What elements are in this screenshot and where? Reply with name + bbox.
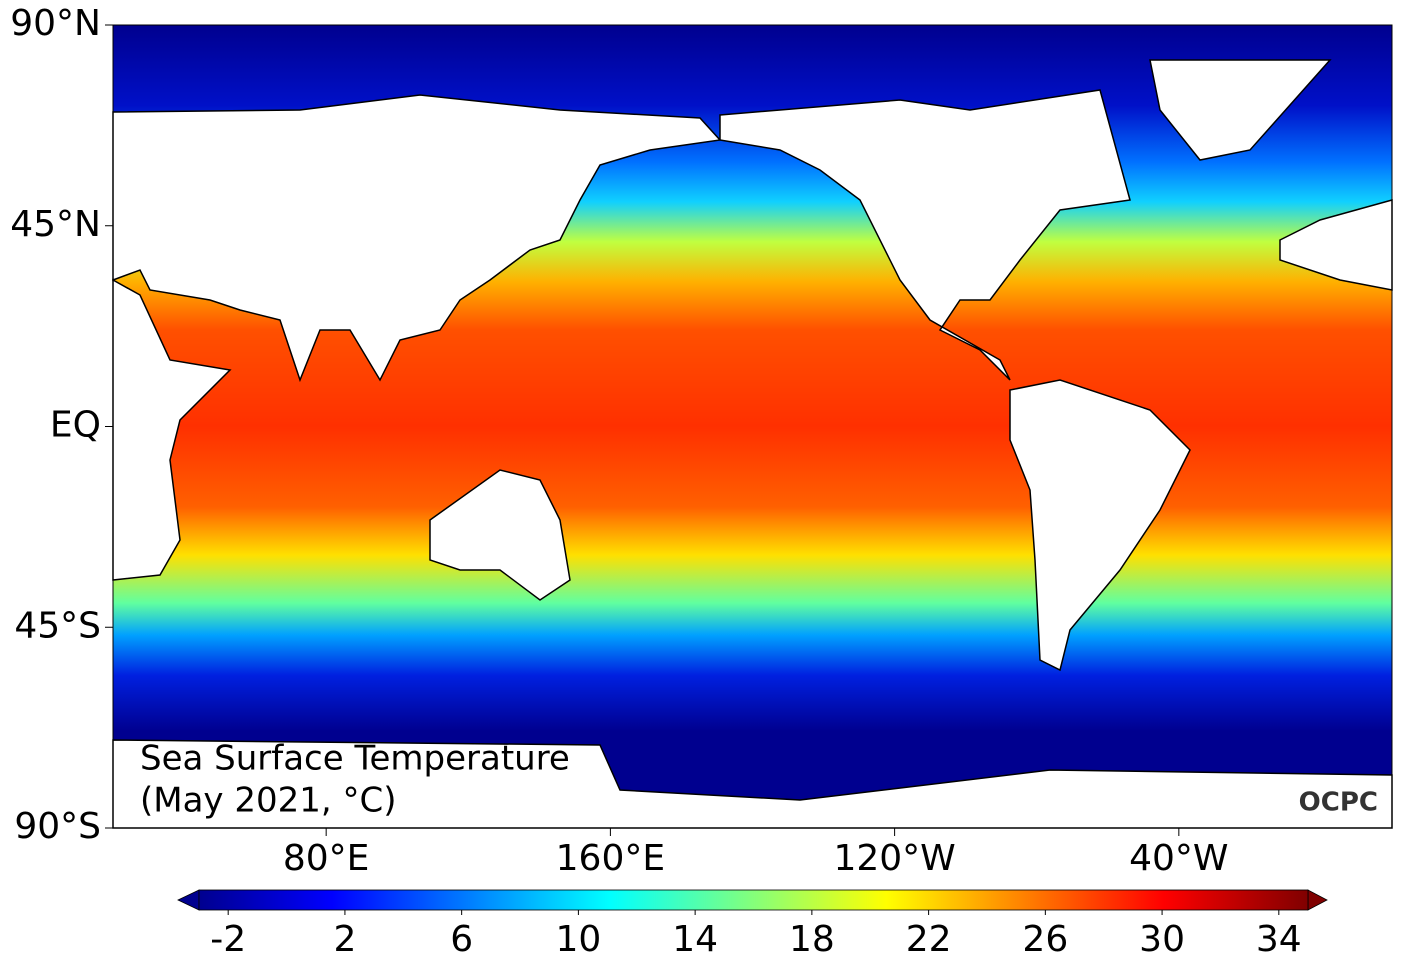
lon-tick-label: 80°E (283, 838, 370, 879)
logo: OCPC (1299, 788, 1378, 818)
greenland (1149, 59, 1332, 161)
south-america (1009, 379, 1191, 672)
eurasia (112, 94, 722, 383)
lon-tick-label: 160°E (556, 838, 665, 879)
africa (112, 278, 232, 581)
colorbar-tick-label: -2 (210, 919, 246, 960)
australia (429, 469, 571, 601)
colorbar-tick-label: 26 (1022, 919, 1068, 960)
colorbar-tick-label: 30 (1139, 919, 1185, 960)
lon-tick-label: 40°W (1129, 838, 1228, 879)
lat-tick-label: EQ (50, 405, 101, 446)
map-area: Sea Surface Temperature (May 2021, °C) O… (112, 24, 1393, 829)
lat-tick-label: 90°N (10, 3, 101, 44)
colorbar-tick-label: 34 (1256, 919, 1302, 960)
title-line: Sea Surface Temperature (140, 739, 570, 779)
colorbar-max-extend (1307, 889, 1328, 911)
lat-tick-label: 45°N (10, 204, 101, 245)
land (112, 59, 1393, 829)
colorbar-tick-label: 2 (333, 919, 356, 960)
lat-tick-label: 90°S (14, 806, 101, 847)
lon-tick-label: 120°W (833, 838, 955, 879)
colorbar-tick-label: 6 (450, 919, 473, 960)
title-line: (May 2021, °C) (140, 781, 397, 821)
colorbar-tick-label: 10 (555, 919, 601, 960)
colorbar-tick-label: 22 (906, 919, 952, 960)
lat-tick-label: 45°S (14, 605, 101, 646)
colorbar-tick-label: 18 (789, 919, 835, 960)
north-america (719, 89, 1131, 381)
colorbar-tick-label: 14 (672, 919, 718, 960)
colorbar-min-extend (177, 889, 200, 911)
colorbar (198, 889, 1309, 911)
